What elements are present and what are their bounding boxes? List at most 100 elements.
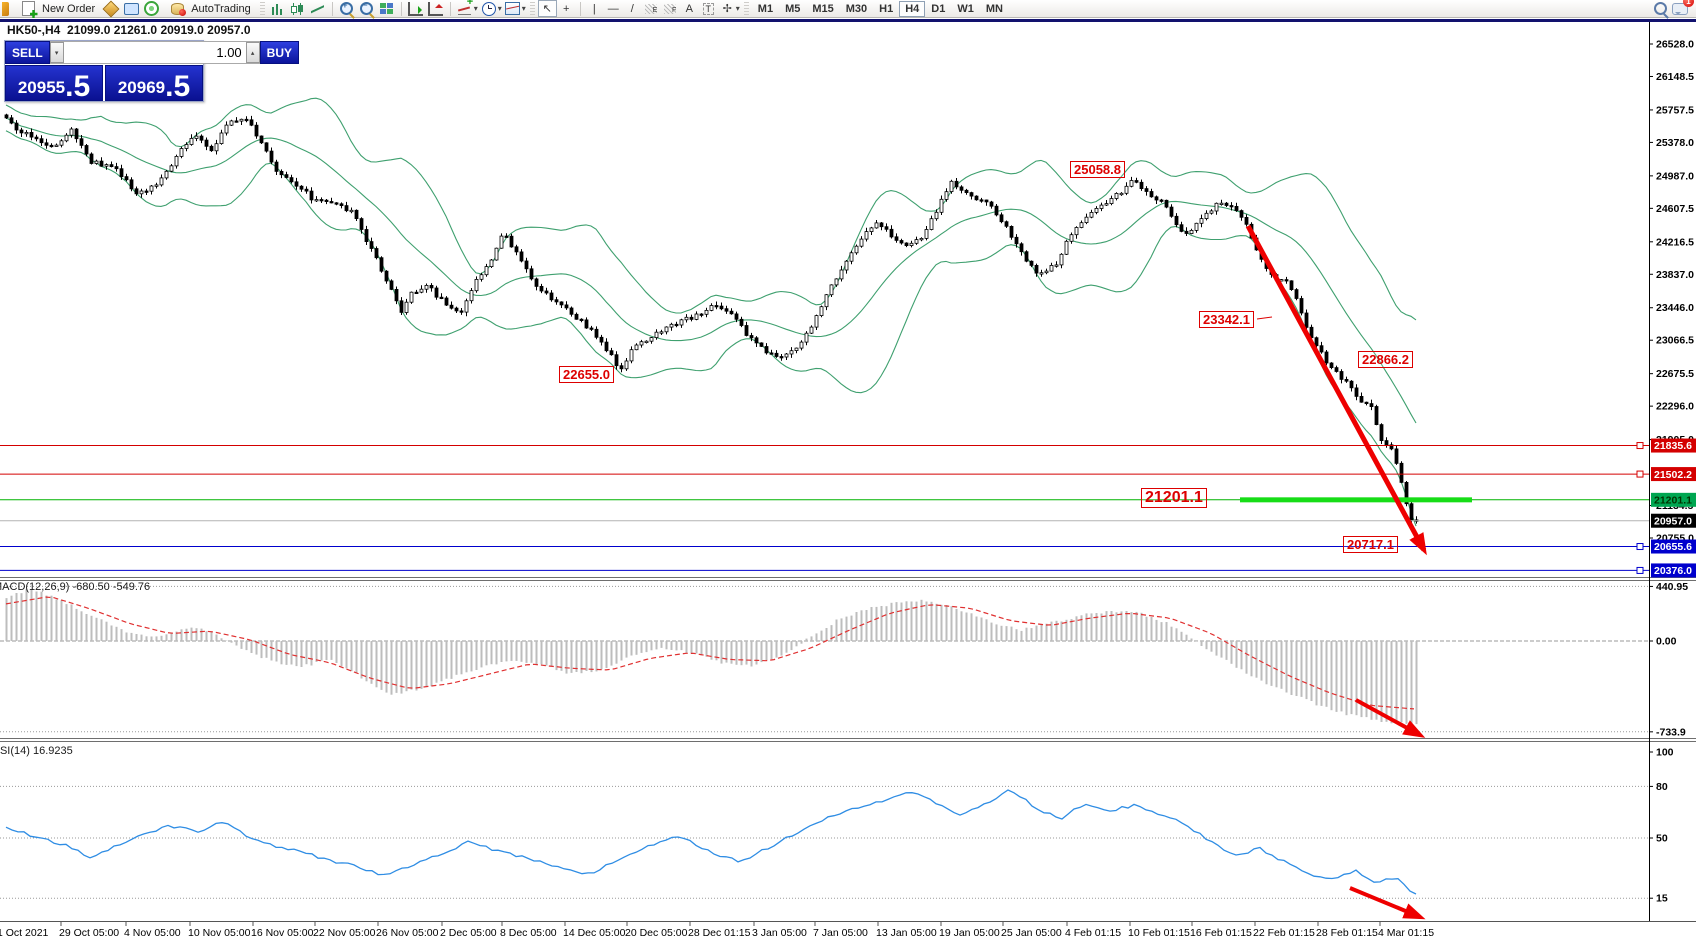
line-handle[interactable] (1636, 566, 1644, 574)
bar-chart-mode-icon[interactable] (270, 1, 286, 16)
timeframe-m5[interactable]: M5 (779, 1, 806, 17)
volume-control: ▾ ▴ (49, 41, 260, 64)
macd-axis-label: -733.9 (1656, 726, 1686, 738)
sell-price[interactable]: 20955 .5 (5, 65, 103, 101)
price-callout[interactable]: 22866.2 (1358, 351, 1413, 368)
trend-arrow[interactable] (1245, 224, 1427, 556)
zoom-in-icon[interactable]: + (339, 1, 355, 16)
auto-scroll-icon[interactable] (408, 1, 424, 16)
time-axis-label: 8 Dec 05:00 (500, 927, 557, 939)
text-label-tool[interactable]: T (699, 0, 718, 17)
candlestick-mode-icon[interactable] (290, 1, 306, 16)
fibonacci-tool[interactable]: F (661, 0, 680, 17)
y-axis-tick: 25757.5 (1656, 104, 1694, 116)
arrows-dropdown-icon[interactable]: ▾ (735, 4, 740, 13)
timeframe-mn[interactable]: MN (980, 1, 1009, 17)
time-axis-label: 19 Jan 05:00 (939, 927, 1000, 939)
time-axis-label: 22 Feb 01:15 (1253, 927, 1315, 939)
indicators-icon[interactable] (457, 0, 473, 16)
separator (579, 1, 581, 16)
sell-button[interactable]: SELL (5, 41, 50, 64)
line-chart-mode-icon[interactable] (310, 1, 326, 16)
timeframe-w1[interactable]: W1 (951, 1, 980, 17)
search-icon[interactable] (1652, 1, 1668, 16)
timeframe-m30[interactable]: M30 (840, 1, 873, 17)
line-handle[interactable] (1636, 543, 1644, 551)
line-handle[interactable] (1636, 470, 1644, 478)
line-handle[interactable] (1636, 442, 1644, 450)
templates-dropdown-icon[interactable]: ▾ (521, 4, 526, 13)
volume-increase-button[interactable]: ▴ (245, 42, 260, 63)
buy-price[interactable]: 20969 .5 (105, 65, 203, 101)
highlight-segment[interactable] (1240, 497, 1472, 503)
toolbar-grip (259, 1, 265, 16)
new-order-button[interactable]: New Order (12, 1, 101, 17)
crosshair-tool[interactable]: + (563, 2, 570, 15)
time-axis-label: 4 Nov 05:00 (124, 927, 181, 939)
time-axis-label: 4 Mar 01:15 (1378, 927, 1434, 939)
svg-text:21502.2: 21502.2 (1654, 469, 1692, 481)
toolbar-grip (529, 1, 535, 16)
rsi-axis-label: 50 (1656, 833, 1668, 845)
sell-price-fraction: .5 (65, 69, 91, 103)
svg-text:20655.6: 20655.6 (1654, 541, 1692, 553)
trendline-tool[interactable]: / (630, 2, 634, 15)
signal-icon[interactable] (143, 1, 159, 16)
time-axis-label: 29 Oct 05:00 (59, 927, 119, 939)
periods-icon[interactable] (481, 1, 497, 16)
vertical-line-tool[interactable]: | (592, 2, 596, 15)
market-watch-icon[interactable] (123, 1, 139, 16)
tile-windows-icon[interactable] (379, 1, 395, 16)
time-axis-label: 16 Feb 01:15 (1190, 927, 1252, 939)
price-callout[interactable]: 25058.8 (1070, 161, 1125, 178)
zoom-out-icon[interactable]: − (359, 1, 375, 16)
y-axis-tick: 22296.0 (1656, 401, 1694, 413)
chart-shift-icon[interactable] (428, 1, 444, 16)
time-axis-label: 10 Nov 05:00 (188, 927, 251, 939)
time-axis-label: 28 Dec 01:15 (688, 927, 751, 939)
notification-badge: 1 (1683, 0, 1694, 7)
trend-arrow[interactable] (1355, 698, 1426, 738)
rsi-axis-label: 80 (1656, 781, 1668, 793)
y-axis-tick: 25378.0 (1656, 137, 1694, 149)
separator (400, 1, 402, 16)
cursor-tool[interactable]: ↖ (537, 0, 557, 17)
styles-icon[interactable] (102, 0, 120, 17)
bollinger-band (5, 130, 1417, 527)
equidistant-channel-tool[interactable]: E (642, 0, 661, 17)
periods-dropdown-icon[interactable]: ▾ (497, 4, 502, 13)
arrows-tool[interactable]: ✢ (722, 3, 732, 15)
sell-price-int: 20955 (17, 78, 66, 97)
timeframe-m1[interactable]: M1 (752, 1, 779, 17)
one-click-trading-panel: SELL ▾ ▴ BUY 20955 .5 20969 .5 (4, 40, 300, 102)
new-order-label: New Order (42, 2, 96, 15)
volume-input[interactable] (63, 42, 246, 63)
price-badge (1651, 563, 1696, 578)
indicators-dropdown-icon[interactable]: ▾ (473, 4, 478, 13)
timeframe-d1[interactable]: D1 (925, 1, 951, 17)
trend-arrow[interactable] (1349, 886, 1426, 920)
y-axis-tick: 23066.5 (1656, 335, 1694, 347)
time-axis-label: 13 Jan 05:00 (876, 927, 937, 939)
bollinger-band (5, 97, 1417, 321)
price-callout[interactable]: 21201.1 (1141, 488, 1207, 508)
price-callout[interactable]: 20717.1 (1343, 536, 1398, 553)
timeframe-h1[interactable]: H1 (873, 1, 899, 17)
autotrading-button[interactable]: AutoTrading (161, 1, 257, 17)
time-axis-label: 20 Dec 05:00 (625, 927, 688, 939)
buy-price-int: 20969 (117, 78, 166, 97)
time-axis-label: 10 Feb 01:15 (1128, 927, 1190, 939)
price-callout[interactable]: 22655.0 (559, 366, 614, 383)
templates-icon[interactable] (505, 1, 521, 16)
text-tool[interactable]: A (685, 2, 693, 15)
time-axis-label: 25 Jan 05:00 (1001, 927, 1062, 939)
volume-decrease-button[interactable]: ▾ (49, 42, 64, 63)
notifications-icon[interactable]: 1 (1672, 0, 1694, 16)
buy-button[interactable]: BUY (259, 41, 300, 64)
price-callout[interactable]: 23342.1 (1199, 311, 1254, 328)
timeframe-m15[interactable]: M15 (806, 1, 839, 17)
time-axis-label: 3 Jan 05:00 (752, 927, 807, 939)
timeframe-h4[interactable]: H4 (899, 0, 926, 17)
horizontal-line-tool[interactable]: — (607, 2, 619, 15)
